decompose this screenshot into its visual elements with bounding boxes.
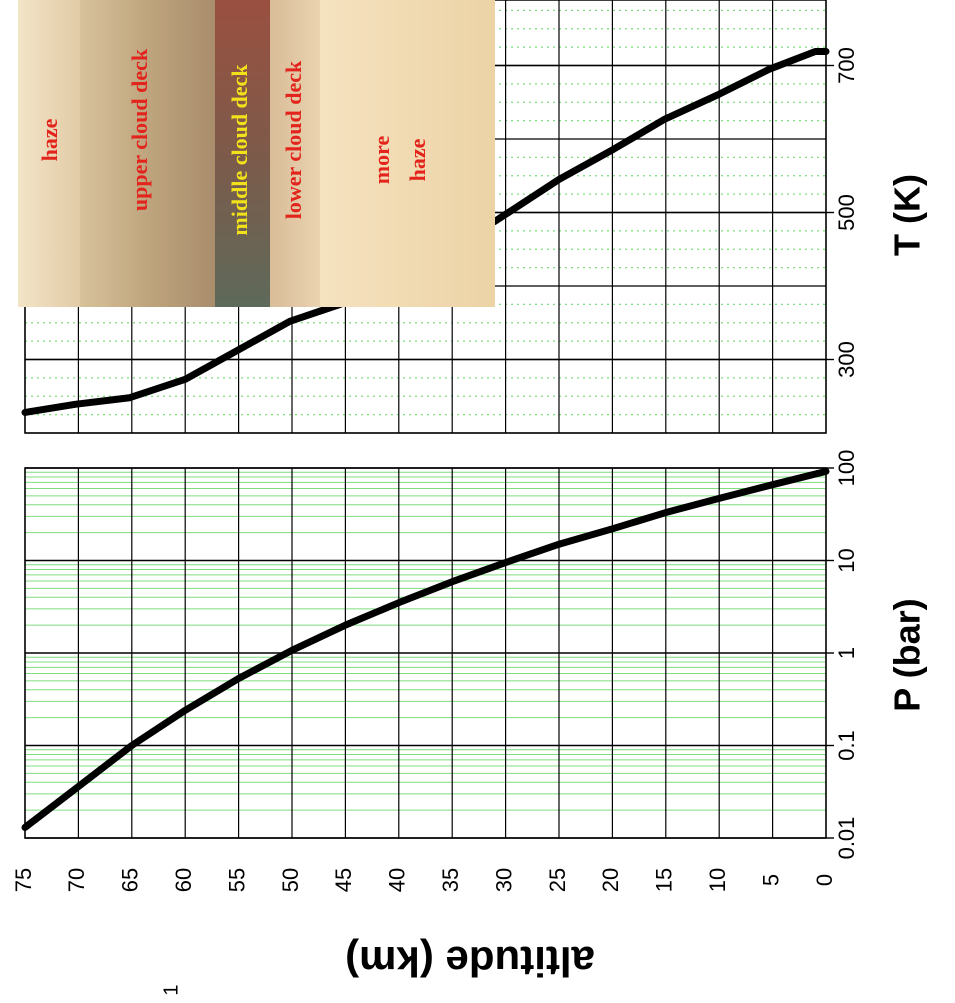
x-tick-label: 45 (331, 868, 356, 892)
cloud-label: middle cloud deck (227, 64, 252, 236)
t-axis-title: T (K) (887, 174, 928, 256)
x-tick-label: 60 (171, 868, 196, 892)
x-tick-label: 15 (652, 868, 677, 892)
x-tick-label: 75 (11, 868, 36, 892)
y-tick-label: 0.01 (834, 817, 859, 860)
x-tick-label: 40 (385, 868, 410, 892)
y-tick-label: 300 (834, 341, 859, 378)
x-tick-label: 35 (438, 868, 463, 892)
cloud-image: haze upper cloud deck middle cloud deck … (18, 0, 495, 307)
x-tick-label: 25 (545, 868, 570, 892)
x-tick-label: 30 (491, 868, 516, 892)
data-line (21, 467, 830, 831)
page-mark: 1 (160, 984, 182, 995)
y-tick-label: 0.1 (834, 730, 859, 761)
cloud-label: lower cloud deck (281, 60, 306, 219)
y-tick-label: 100 (834, 450, 859, 487)
x-tick-label: 55 (224, 868, 249, 892)
x-tick-label: 0 (812, 874, 837, 886)
y-tick-label: 700 (834, 47, 859, 84)
y-tick-label: 1 (834, 647, 859, 659)
altitude-axis-title: altitude (km) (345, 938, 595, 985)
y-tick-label: 500 (834, 194, 859, 231)
cloud-label: haze (37, 118, 62, 161)
x-tick-label: 20 (598, 868, 623, 892)
cloud-label: upper cloud deck (127, 48, 152, 211)
x-tick-label: 10 (705, 868, 730, 892)
p-axis-title: P (bar) (887, 598, 928, 711)
y-tick-label: 10 (834, 548, 859, 572)
x-tick-label: 70 (64, 868, 89, 892)
plot-frame (24, 467, 827, 839)
x-tick-label: 65 (118, 868, 143, 892)
x-tick-label: 50 (278, 868, 303, 892)
x-tick-label: 5 (758, 874, 783, 886)
cloud-label: more (369, 136, 394, 185)
cloud-label: haze (405, 138, 430, 181)
